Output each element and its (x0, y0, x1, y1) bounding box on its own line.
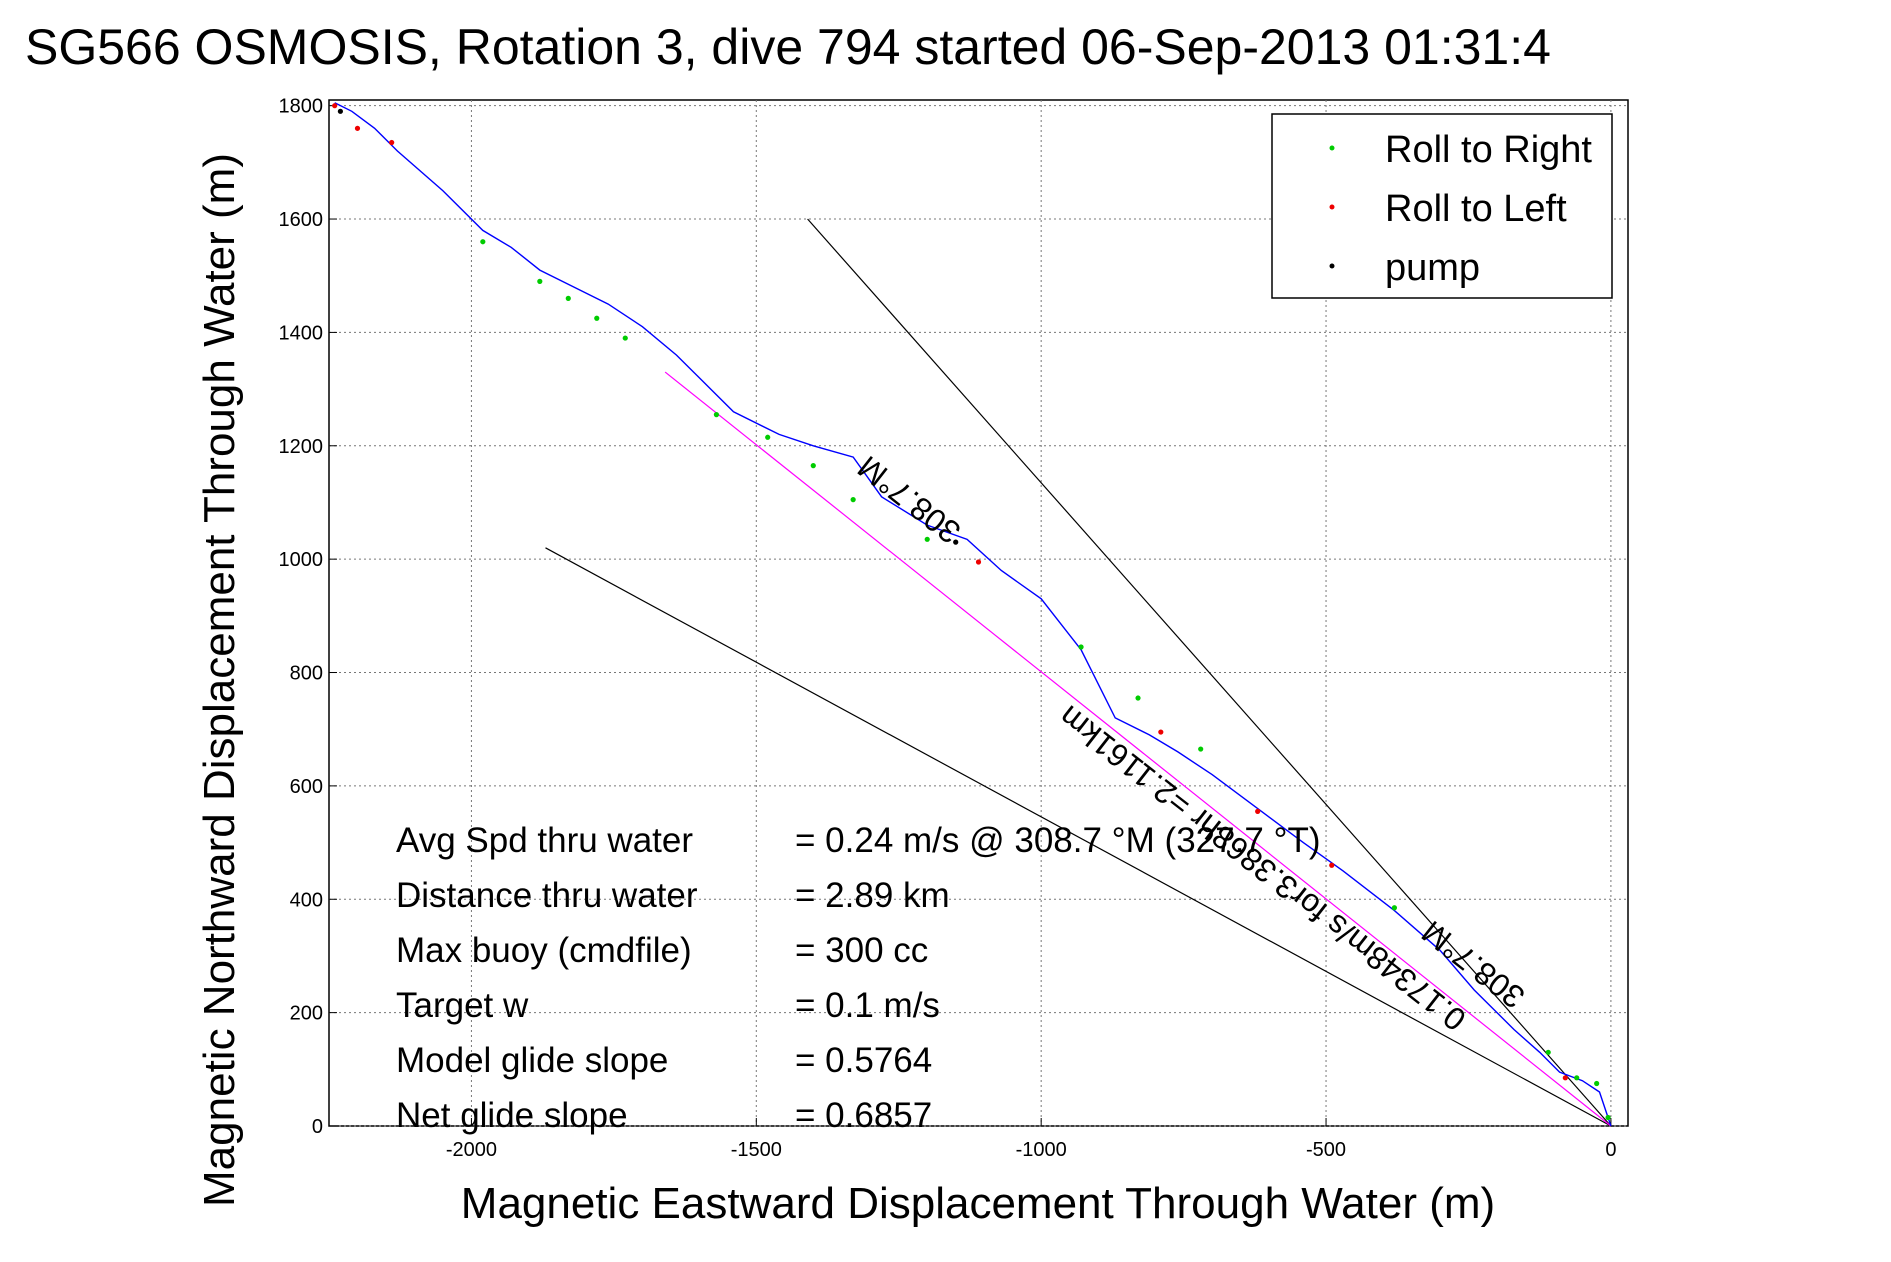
x-axis: -2000 -1500 -1000 -500 0 (446, 1118, 1616, 1161)
x-tick-label: -1500 (731, 1139, 782, 1161)
stats-block: Avg Spd thru water = 0.24 m/s @ 308.7 °M … (396, 821, 1321, 1135)
x-tick-label: -500 (1306, 1139, 1346, 1161)
x-tick-label: -1000 (1016, 1139, 1067, 1161)
stat-label: Target w (396, 986, 529, 1025)
series-layer (334, 102, 1612, 1127)
roll-right-point (850, 497, 856, 503)
roll-left-point (389, 139, 395, 146)
roll-right-point (1594, 1080, 1600, 1087)
roll-right-point (594, 315, 600, 321)
marker-layer (332, 103, 1611, 1121)
x-tick-label: -2000 (446, 1139, 497, 1161)
stat-label: Distance thru water (396, 876, 698, 915)
legend-marker (1329, 145, 1335, 151)
roll-right-point (765, 434, 771, 440)
x-tick-label: 0 (1605, 1139, 1616, 1161)
pump-point (337, 108, 343, 114)
stat-value: = 0.5764 (795, 1041, 932, 1080)
reference-line-cone-2 (545, 547, 1612, 1127)
roll-left-point (1158, 729, 1164, 735)
roll-right-point (810, 463, 816, 469)
y-tick-label: 0 (312, 1116, 323, 1138)
roll-right-point (1135, 695, 1141, 701)
roll-right-point (713, 412, 720, 418)
y-tick-label: 1200 (279, 436, 324, 458)
stat-value: = 0.24 m/s @ 308.7 °M (327.7 °T) (795, 821, 1321, 860)
reference-line-cone-1 (807, 218, 1612, 1127)
legend: Roll to Right Roll to Left pump (1271, 113, 1613, 299)
roll-right-point (537, 278, 543, 284)
stat-value: = 0.1 m/s (795, 986, 940, 1025)
roll-right-point (622, 335, 628, 341)
stat-label: Avg Spd thru water (396, 821, 693, 860)
roll-right-point (1574, 1075, 1580, 1081)
y-tick-label: 200 (290, 1003, 323, 1025)
roll-right-point (1198, 746, 1204, 752)
y-tick-label: 1400 (279, 322, 324, 344)
roll-left-point (1562, 1075, 1568, 1081)
stat-value: = 300 cc (795, 931, 928, 970)
y-tick-label: 1600 (279, 209, 324, 231)
y-axis: 0 200 400 600 800 1000 1200 1400 1600 1800 (279, 96, 337, 1138)
stat-value: = 0.6857 (795, 1096, 932, 1135)
y-tick-label: 1000 (279, 549, 324, 571)
roll-right-point (924, 536, 930, 542)
roll-right-point (1391, 905, 1398, 911)
stat-label: Model glide slope (396, 1041, 668, 1080)
roll-right-point (1078, 644, 1084, 650)
stat-label: Net glide slope (396, 1096, 628, 1135)
roll-left-point (1329, 862, 1335, 868)
y-tick-label: 600 (290, 776, 323, 798)
x-axis-label: Magnetic Eastward Displacement Through W… (461, 1179, 1495, 1228)
y-tick-label: 400 (290, 889, 323, 911)
roll-right-point (1545, 1049, 1551, 1055)
reference-line-average-heading (664, 371, 1612, 1127)
reference-lines (545, 218, 1612, 1127)
legend-marker (1329, 263, 1335, 269)
roll-right-point (565, 295, 571, 301)
roll-left-point (332, 103, 338, 109)
chart-title: SG566 OSMOSIS, Rotation 3, dive 794 star… (25, 19, 1551, 75)
legend-label: Roll to Left (1385, 188, 1567, 230)
roll-left-point (354, 125, 361, 131)
track-line (334, 102, 1612, 1127)
stat-label: Max buoy (cmdfile) (396, 931, 692, 970)
legend-box (1271, 113, 1613, 299)
y-axis-label: Magnetic Northward Displacement Through … (195, 153, 244, 1207)
y-tick-label: 1800 (279, 96, 324, 118)
roll-left-point (1255, 808, 1261, 814)
roll-right-point (1605, 1114, 1611, 1121)
stat-value: = 2.89 km (795, 876, 950, 915)
roll-left-point (975, 559, 982, 565)
legend-label: Roll to Right (1385, 129, 1592, 171)
legend-marker (1329, 204, 1335, 210)
legend-label: pump (1385, 247, 1480, 289)
y-tick-label: 800 (290, 663, 323, 685)
pump-point (953, 539, 959, 545)
roll-right-point (480, 239, 486, 245)
